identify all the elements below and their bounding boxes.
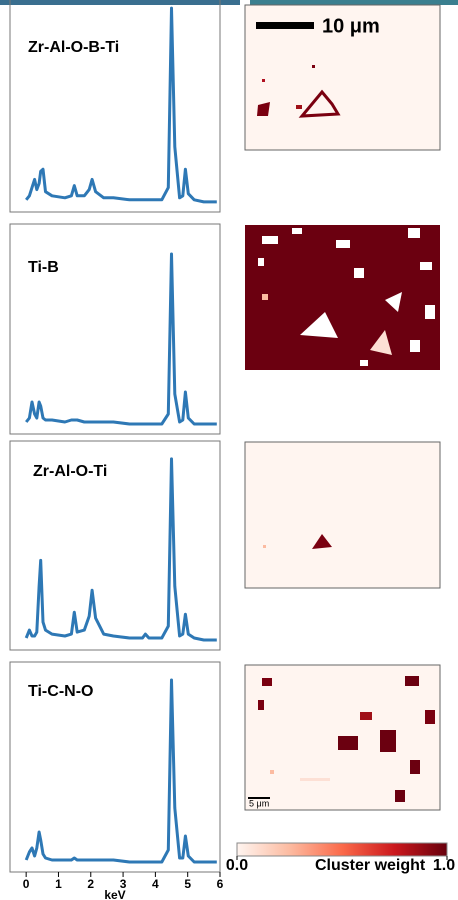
spectrum-line [25,6,217,204]
x-axis-label: keV [104,888,125,900]
scale-bar [248,797,270,799]
panel-title: Ti-C-N-O [28,683,93,700]
plot-frame [9,223,221,435]
plot-frame [9,661,221,873]
scale-bar [256,22,314,29]
x-tick-label: 1 [55,877,62,891]
spectrum-line [25,252,217,426]
x-tick-label: 3 [120,877,127,891]
panel-title: Zr-Al-O-Ti [33,463,107,480]
plot-frame [9,0,221,213]
x-tick-label: 4 [152,877,159,891]
cluster-map [244,664,441,811]
colorbar-tick-label: 0.0 [226,857,248,874]
cluster-map [245,225,440,370]
cropped-image [250,0,458,5]
colorbar-tick-label: 1.0 [433,857,455,874]
scale-bar-label: 10 μm [322,15,380,37]
x-tick-label: 6 [217,877,224,891]
colorbar-label: Cluster weight [315,857,426,874]
x-tick-label: 0 [23,877,30,891]
colorbar [236,842,448,857]
cropped-image [0,0,240,5]
cluster-map [244,441,441,589]
panel-title: Zr-Al-O-B-Ti [28,39,119,56]
x-tick-label: 5 [184,877,191,891]
spectrum-line [24,457,217,642]
plot-frame [9,440,221,651]
cluster-map [244,4,441,151]
x-tick-label: 2 [87,877,94,891]
panel-title: Ti-B [28,259,59,276]
scale-bar-label: 5 μm [249,798,269,808]
spectrum-line [24,678,217,864]
